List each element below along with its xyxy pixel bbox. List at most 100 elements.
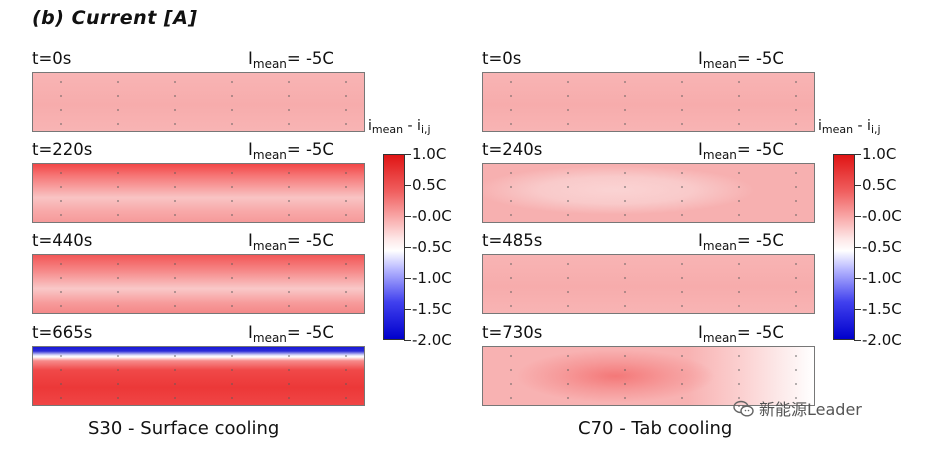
sensor-dot (567, 277, 569, 279)
colorbar-tick (404, 278, 411, 279)
sensor-dot (738, 369, 740, 371)
sensor-dot (231, 397, 233, 399)
sensor-dot (510, 123, 512, 125)
imean-subscript: mean (702, 239, 737, 253)
panel-imean-label: Imean= -5C (248, 49, 334, 71)
sensor-dot (231, 305, 233, 307)
sensor-dot (60, 305, 62, 307)
panel-imean-label: Imean= -5C (698, 323, 784, 345)
sensor-dot (681, 95, 683, 97)
colorbar-title-sub-mean: mean (371, 123, 404, 136)
sensor-dot (345, 305, 347, 307)
sensor-dot (738, 263, 740, 265)
sensor-dot (345, 291, 347, 293)
sensor-dot (60, 123, 62, 125)
imean-subscript: mean (702, 331, 737, 345)
sensor-dot (288, 355, 290, 357)
sensor-dot (231, 291, 233, 293)
sensor-dot (117, 355, 119, 357)
sensor-dot (117, 214, 119, 216)
sensor-dot (288, 383, 290, 385)
sensor-dot (174, 369, 176, 371)
sensor-dot (117, 369, 119, 371)
sensor-dot (117, 109, 119, 111)
sensor-dot (174, 397, 176, 399)
heatmap-panel (32, 72, 365, 132)
sensor-dot (681, 397, 683, 399)
sensor-dot (231, 369, 233, 371)
sensor-dot (681, 305, 683, 307)
sensor-dot (567, 214, 569, 216)
watermark-text: 新能源Leader (759, 400, 862, 419)
sensor-dot (681, 263, 683, 265)
sensor-dot (738, 172, 740, 174)
sensor-dot (738, 305, 740, 307)
colorbar-tick (854, 278, 861, 279)
sensor-dot (345, 123, 347, 125)
colorbar-title: imean - ii,j (818, 118, 881, 136)
colorbar-tick-label: -2.0C (412, 331, 452, 349)
sensor-dot (795, 305, 797, 307)
sensor-dot (174, 263, 176, 265)
sensor-dot (738, 277, 740, 279)
sensor-dot (345, 383, 347, 385)
sensor-dot (795, 214, 797, 216)
chart-title: (b) Current [A] (32, 7, 198, 29)
sensor-dot (288, 291, 290, 293)
imean-subscript: mean (252, 57, 287, 71)
sensor-dot (117, 263, 119, 265)
imean-subscript: mean (252, 239, 287, 253)
sensor-dot (231, 95, 233, 97)
sensor-dot (174, 355, 176, 357)
sensor-dot (624, 109, 626, 111)
colorbar-tick-label: -2.0C (862, 331, 902, 349)
imean-value: = -5C (736, 140, 784, 159)
sensor-dot (681, 355, 683, 357)
colorbar-title-mid: - i (403, 118, 421, 134)
sensor-dot (345, 95, 347, 97)
colorbar-tick (854, 340, 861, 341)
sensor-dot (174, 95, 176, 97)
sensor-dot (795, 109, 797, 111)
imean-subscript: mean (252, 148, 287, 162)
sensor-dot (231, 109, 233, 111)
sensor-dot (231, 172, 233, 174)
sensor-dot (567, 81, 569, 83)
panel-time-label: t=440s (32, 231, 93, 250)
sensor-dot (567, 95, 569, 97)
sensor-dot (738, 186, 740, 188)
sensor-dot (117, 305, 119, 307)
sensor-dot (60, 291, 62, 293)
sensor-dot (231, 186, 233, 188)
colorbar-tick-label: -1.0C (412, 269, 452, 287)
imean-symbol: I (698, 323, 703, 342)
imean-value: = -5C (736, 231, 784, 250)
sensor-dot (795, 355, 797, 357)
sensor-dot (681, 200, 683, 202)
sensor-dot (345, 200, 347, 202)
sensor-dot (231, 81, 233, 83)
imean-symbol: I (248, 49, 253, 68)
sensor-dot (117, 200, 119, 202)
colorbar-title-sub-ij: i,j (870, 123, 881, 136)
sensor-dot (681, 109, 683, 111)
imean-symbol: I (248, 323, 253, 342)
sensor-dot (624, 355, 626, 357)
panel-imean-label: Imean= -5C (248, 231, 334, 253)
sensor-dot (795, 277, 797, 279)
sensor-dot (510, 263, 512, 265)
imean-value: = -5C (286, 49, 334, 68)
sensor-dot (624, 291, 626, 293)
sensor-dot (510, 397, 512, 399)
sensor-dot (174, 186, 176, 188)
sensor-dot (795, 383, 797, 385)
sensor-dot (174, 277, 176, 279)
sensor-dot (231, 383, 233, 385)
imean-symbol: I (698, 140, 703, 159)
panel-time-label: t=730s (482, 323, 543, 342)
sensor-dot (567, 369, 569, 371)
colorbar-tick-label: -0.0C (862, 207, 902, 225)
sensor-dot (288, 263, 290, 265)
sensor-dot (624, 369, 626, 371)
sensor-dot (345, 109, 347, 111)
